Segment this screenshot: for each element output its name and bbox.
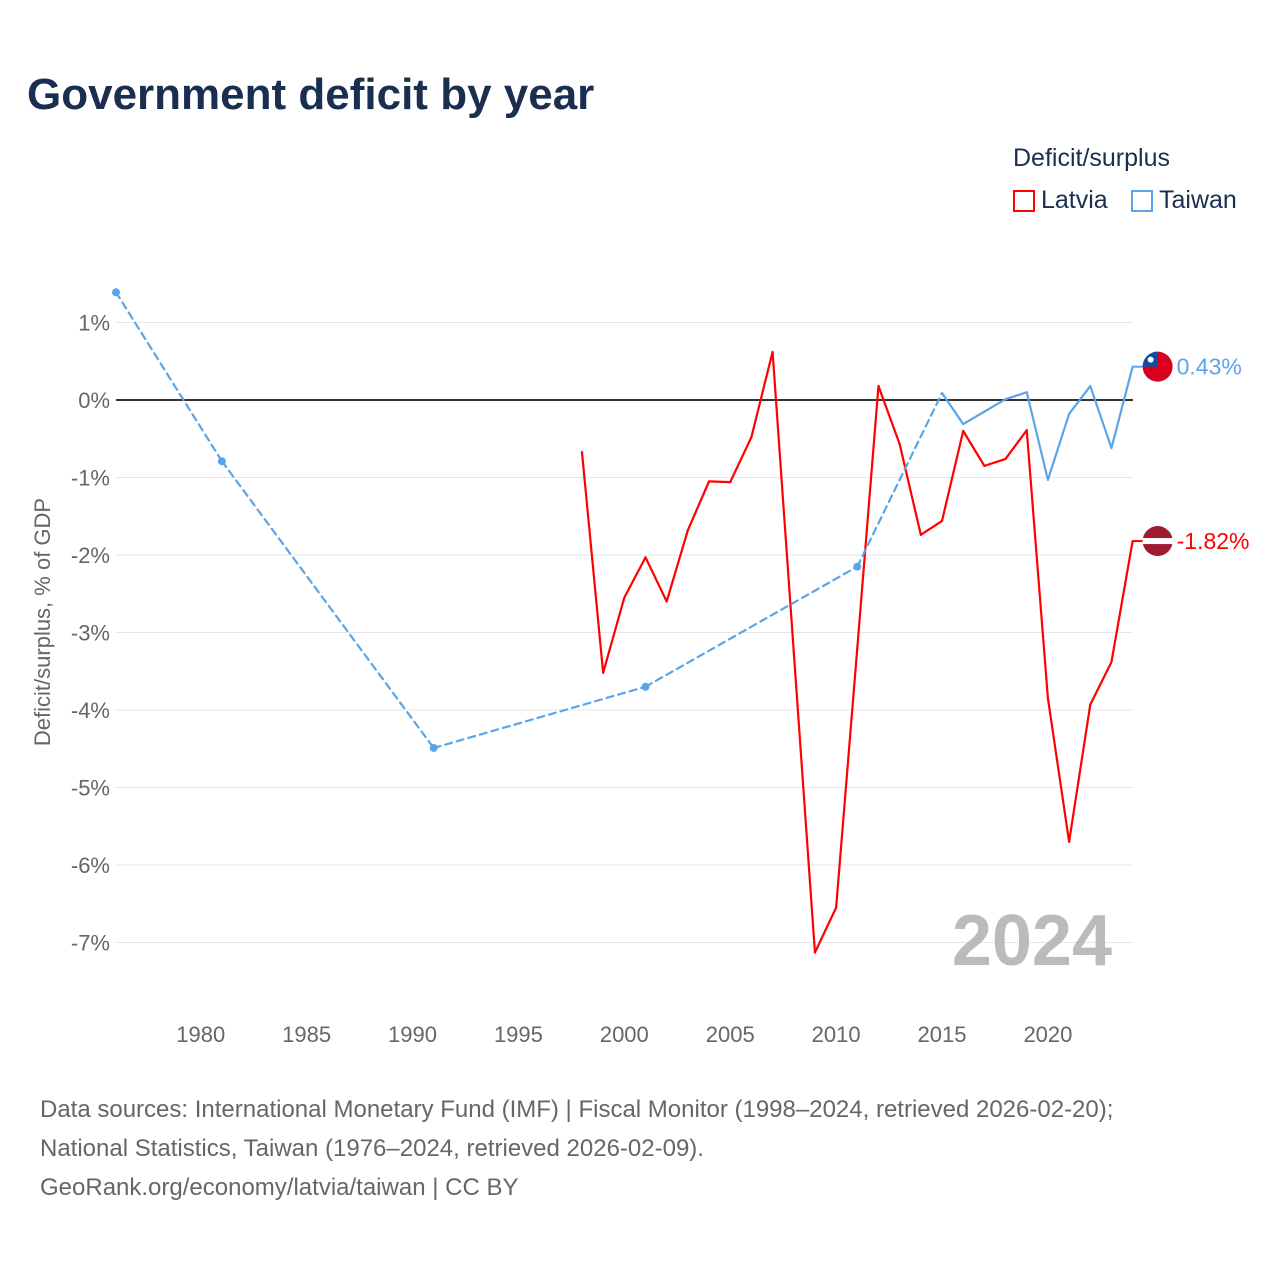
line-segment-latvia [940,429,965,523]
data-point-taiwan [112,288,120,297]
line-segment-taiwan [962,410,986,426]
line-segment-latvia [919,519,944,536]
x-tick-label: 2000 [600,1022,649,1047]
chart-title: Government deficit by year [27,70,595,119]
line-segment-taiwan [1025,391,1050,481]
line-segment-latvia [686,480,711,532]
legend-label: Taiwan [1159,186,1237,214]
x-tick-label: 1985 [282,1022,331,1047]
x-tick-label: 1990 [388,1022,437,1047]
line-segment-latvia [771,350,795,653]
line-segment-taiwan [1110,365,1134,450]
y-tick-label: -2% [71,543,110,568]
x-tick-label: 2010 [812,1022,861,1047]
end-label-taiwan: 0.43% [1177,354,1242,380]
x-tick-label: 1980 [176,1022,225,1047]
line-segment-taiwan [940,391,965,426]
line-segment-latvia [750,350,774,439]
line-segment-latvia [792,650,817,954]
line-segment-taiwan [856,391,944,568]
line-segment-latvia [602,596,626,674]
y-tick-label: 1% [78,311,110,336]
y-tick-label: 0% [78,388,110,413]
latvia-flag-stripe [1142,538,1173,545]
y-tick-label: -4% [71,698,110,723]
y-tick-label: -7% [71,931,110,956]
legend-title: Deficit/surplus [1013,144,1170,172]
line-segment-latvia [707,480,732,484]
line-segment-taiwan [432,685,647,750]
y-axis-label: Deficit/surplus, % of GDP [30,498,55,746]
line-segment-latvia [1110,539,1134,664]
line-segment-taiwan [220,460,435,750]
line-segment-latvia [665,529,689,603]
taiwan-flag-sun [1147,356,1154,363]
legend-swatch-taiwan [1131,189,1153,212]
y-tick-label: -5% [71,776,110,801]
line-segment-latvia [644,556,668,603]
line-segment-taiwan [114,291,223,463]
legend-item-latvia[interactable]: Latvia [1013,186,1108,215]
line-segment-latvia [962,429,986,467]
line-segment-latvia [856,384,880,650]
source-link[interactable]: GeoRank.org/economy/latvia/taiwan | CC B… [40,1174,519,1201]
y-tick-label: -1% [71,466,110,491]
source-line: National Statistics, Taiwan (1976–2024, … [40,1135,704,1162]
line-segment-latvia [983,457,1007,467]
legend-item-taiwan[interactable]: Taiwan [1131,186,1237,215]
line-segment-latvia [898,443,922,536]
line-segment-taiwan [1067,384,1092,416]
line-segment-taiwan [1004,391,1028,401]
year-watermark: 2024 [952,901,1112,981]
x-tick-label: 2015 [918,1022,967,1047]
line-segment-taiwan [644,565,859,688]
y-tick-label: -3% [71,621,110,646]
legend-swatch-latvia [1013,189,1035,212]
end-label-latvia: -1.82% [1177,528,1250,554]
line-segment-latvia [813,906,838,954]
source-line: Data sources: International Monetary Fun… [40,1096,1114,1123]
line-segment-latvia [1089,660,1113,706]
line-segment-latvia [1004,429,1028,460]
line-segment-taiwan [983,398,1007,413]
line-segment-latvia [1046,697,1071,843]
line-segment-latvia [1025,429,1050,700]
line-segment-latvia [580,450,605,674]
x-tick-label: 2005 [706,1022,755,1047]
line-segment-taiwan [1046,412,1071,481]
y-tick-label: -6% [71,853,110,878]
source-note: Data sources: International Monetary Fun… [40,1090,1113,1207]
line-segment-latvia [1067,703,1092,843]
line-segment-taiwan [1089,384,1113,450]
x-tick-label: 1995 [494,1022,543,1047]
line-segment-latvia [877,384,901,446]
x-tick-label: 2020 [1023,1022,1072,1047]
line-segment-latvia [623,556,647,599]
legend-label: Latvia [1041,186,1108,214]
line-segment-latvia [835,646,859,909]
line-segment-latvia [729,436,753,484]
